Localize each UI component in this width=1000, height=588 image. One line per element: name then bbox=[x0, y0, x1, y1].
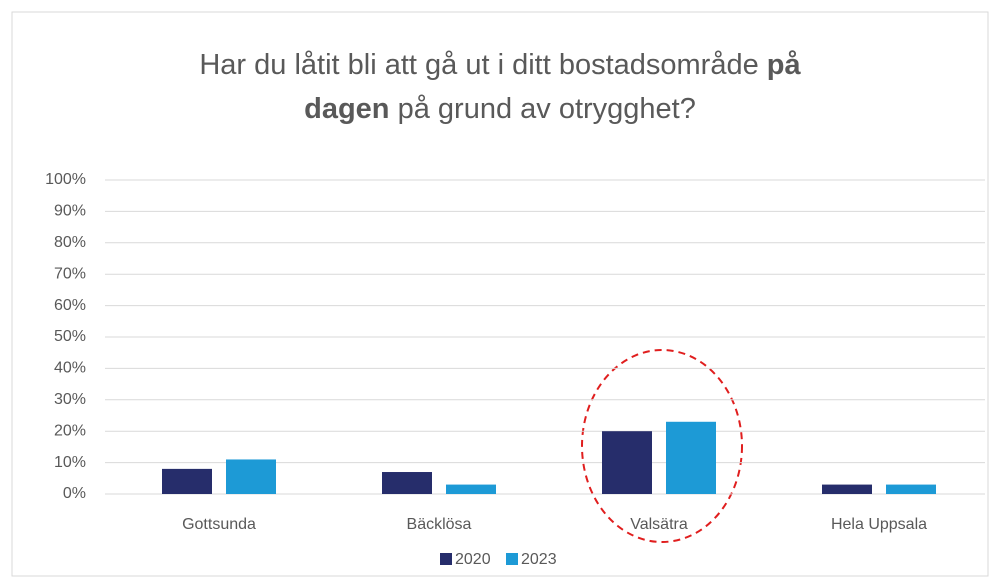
title-part: på bbox=[767, 49, 802, 81]
y-tick-label: 80% bbox=[54, 234, 86, 251]
bar bbox=[382, 472, 432, 494]
y-tick-label: 0% bbox=[63, 485, 86, 502]
y-tick-label: 70% bbox=[54, 265, 86, 282]
bar bbox=[822, 484, 872, 494]
bar bbox=[886, 484, 936, 494]
bar bbox=[602, 431, 652, 494]
x-tick-label: Hela Uppsala bbox=[831, 516, 927, 533]
y-tick-label: 50% bbox=[54, 328, 86, 345]
bar bbox=[226, 459, 276, 494]
y-tick-label: 20% bbox=[54, 422, 86, 439]
highlight-circle bbox=[581, 349, 743, 543]
title-part: dagen bbox=[304, 93, 389, 125]
legend-swatch bbox=[440, 553, 452, 565]
y-tick-label: 30% bbox=[54, 391, 86, 408]
y-tick-label: 40% bbox=[54, 360, 86, 377]
y-tick-label: 10% bbox=[54, 454, 86, 471]
chart-title: Har du låtit bli att gå ut i ditt bostad… bbox=[199, 49, 801, 81]
bar bbox=[666, 421, 716, 494]
title-part: på grund av otrygghet? bbox=[398, 93, 696, 125]
title-part: Har du låtit bli att gå ut i ditt bostad… bbox=[199, 49, 758, 81]
chart-title: dagen på grund av otrygghet? bbox=[304, 93, 696, 125]
x-tick-label: Valsätra bbox=[630, 516, 688, 533]
x-tick-label: Gottsunda bbox=[182, 516, 256, 533]
legend-label: 2023 bbox=[521, 551, 557, 568]
y-tick-label: 100% bbox=[45, 171, 86, 188]
y-tick-label: 90% bbox=[54, 203, 86, 220]
legend-label: 2020 bbox=[455, 551, 491, 568]
legend-swatch bbox=[506, 553, 518, 565]
x-tick-label: Bäcklösa bbox=[407, 516, 472, 533]
bar bbox=[446, 484, 496, 494]
bar bbox=[162, 468, 212, 494]
y-tick-label: 60% bbox=[54, 297, 86, 314]
